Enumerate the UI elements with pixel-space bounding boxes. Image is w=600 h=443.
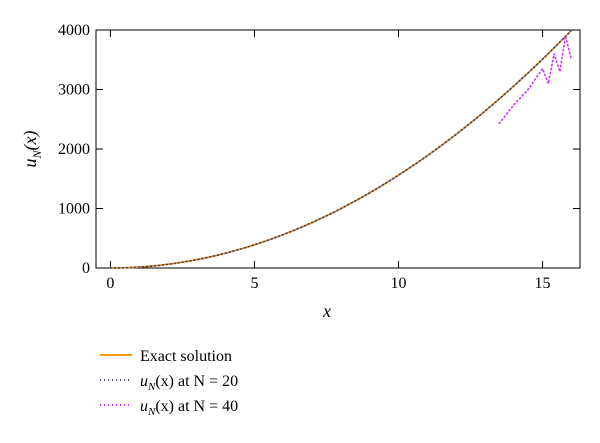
series-line-2 bbox=[109, 29, 573, 269]
legend: Exact solution uN(x) at N = 20 uN(x) at … bbox=[100, 348, 238, 418]
x-axis-label: x bbox=[322, 301, 331, 321]
series-line-3 bbox=[498, 35, 573, 125]
y-tick-label: 4000 bbox=[58, 22, 90, 39]
y-tick-label: 0 bbox=[82, 260, 90, 277]
y-tick-label: 2000 bbox=[58, 141, 90, 158]
plot-frame bbox=[95, 29, 581, 269]
series-layer bbox=[109, 29, 573, 269]
x-tick-label: 10 bbox=[391, 275, 407, 292]
y-tick-label: 1000 bbox=[58, 201, 90, 218]
legend-n40-label: uN(x) at N = 40 bbox=[140, 398, 238, 418]
legend-n20-label: uN(x) at N = 20 bbox=[140, 373, 238, 393]
legend-exact-label: Exact solution bbox=[140, 348, 232, 365]
y-axis-label: uN(x) bbox=[20, 131, 44, 168]
ticks-layer: 0 5 10 15 0 1000 2000 3000 4000 bbox=[58, 22, 580, 292]
x-tick-label: 0 bbox=[106, 275, 114, 292]
x-tick-label: 5 bbox=[250, 275, 258, 292]
x-tick-label: 15 bbox=[535, 275, 551, 292]
series-line-1 bbox=[109, 29, 573, 269]
y-tick-label: 3000 bbox=[58, 82, 90, 99]
